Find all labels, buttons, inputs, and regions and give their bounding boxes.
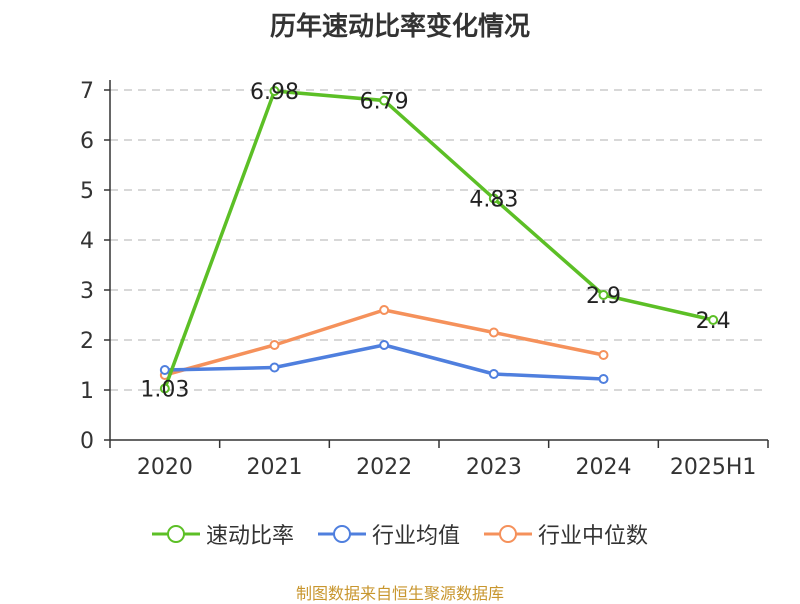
y-tick-label: 6 [80, 129, 94, 154]
y-tick-label: 1 [80, 379, 94, 404]
data-point [379, 95, 390, 106]
chart-title: 历年速动比率变化情况 [269, 12, 530, 42]
x-tick-label: 2022 [356, 455, 412, 480]
data-point [269, 86, 280, 96]
legend-line-icon [317, 525, 366, 543]
legend-item-2[interactable]: 行业中位数 [484, 518, 648, 550]
data-label: 6.79 [360, 90, 409, 115]
data-point [159, 365, 170, 375]
legend-label: 行业中位数 [538, 524, 649, 549]
legend: 速动比率 行业均值 行业中位数 [0, 518, 800, 550]
data-point [598, 350, 609, 360]
data-point [598, 290, 609, 300]
data-point [269, 362, 280, 373]
data-point [269, 340, 280, 350]
legend-item-0[interactable]: 速动比率 [151, 518, 294, 550]
data-point [598, 374, 609, 384]
y-tick-label: 4 [80, 229, 94, 254]
data-point [159, 383, 170, 394]
series-line [163, 89, 714, 390]
data-point [488, 327, 499, 338]
data-point [708, 315, 719, 325]
legend-item-1[interactable]: 行业均值 [317, 518, 460, 550]
y-tick-label: 7 [80, 79, 94, 104]
x-tick-label: 2020 [137, 455, 193, 480]
x-tick-label: 2023 [466, 455, 522, 480]
legend-line-icon [151, 525, 200, 543]
data-point [488, 193, 499, 204]
legend-label: 行业均值 [371, 524, 460, 549]
source-note: 制图数据来自恒生聚源数据库 [295, 584, 504, 603]
y-tick-label: 5 [80, 179, 94, 204]
data-label: 2.9 [586, 284, 621, 309]
x-tick-label: 2021 [247, 455, 303, 480]
y-tick-label: 2 [80, 329, 94, 354]
x-tick-label: 2025H1 [670, 455, 757, 480]
x-tick-label: 2024 [576, 455, 632, 480]
data-point [488, 369, 499, 379]
y-tick-label: 3 [80, 279, 94, 304]
series-line [164, 343, 604, 381]
legend-line-icon [484, 525, 532, 543]
data-point [379, 305, 390, 315]
legend-label: 速动比率 [205, 524, 294, 549]
data-point [379, 340, 390, 350]
y-tick-label: 0 [80, 429, 94, 454]
data-label: 1.03 [140, 378, 189, 403]
data-label: 6.98 [250, 80, 299, 105]
data-label: 2.4 [696, 309, 731, 334]
data-label: 4.83 [469, 188, 518, 213]
